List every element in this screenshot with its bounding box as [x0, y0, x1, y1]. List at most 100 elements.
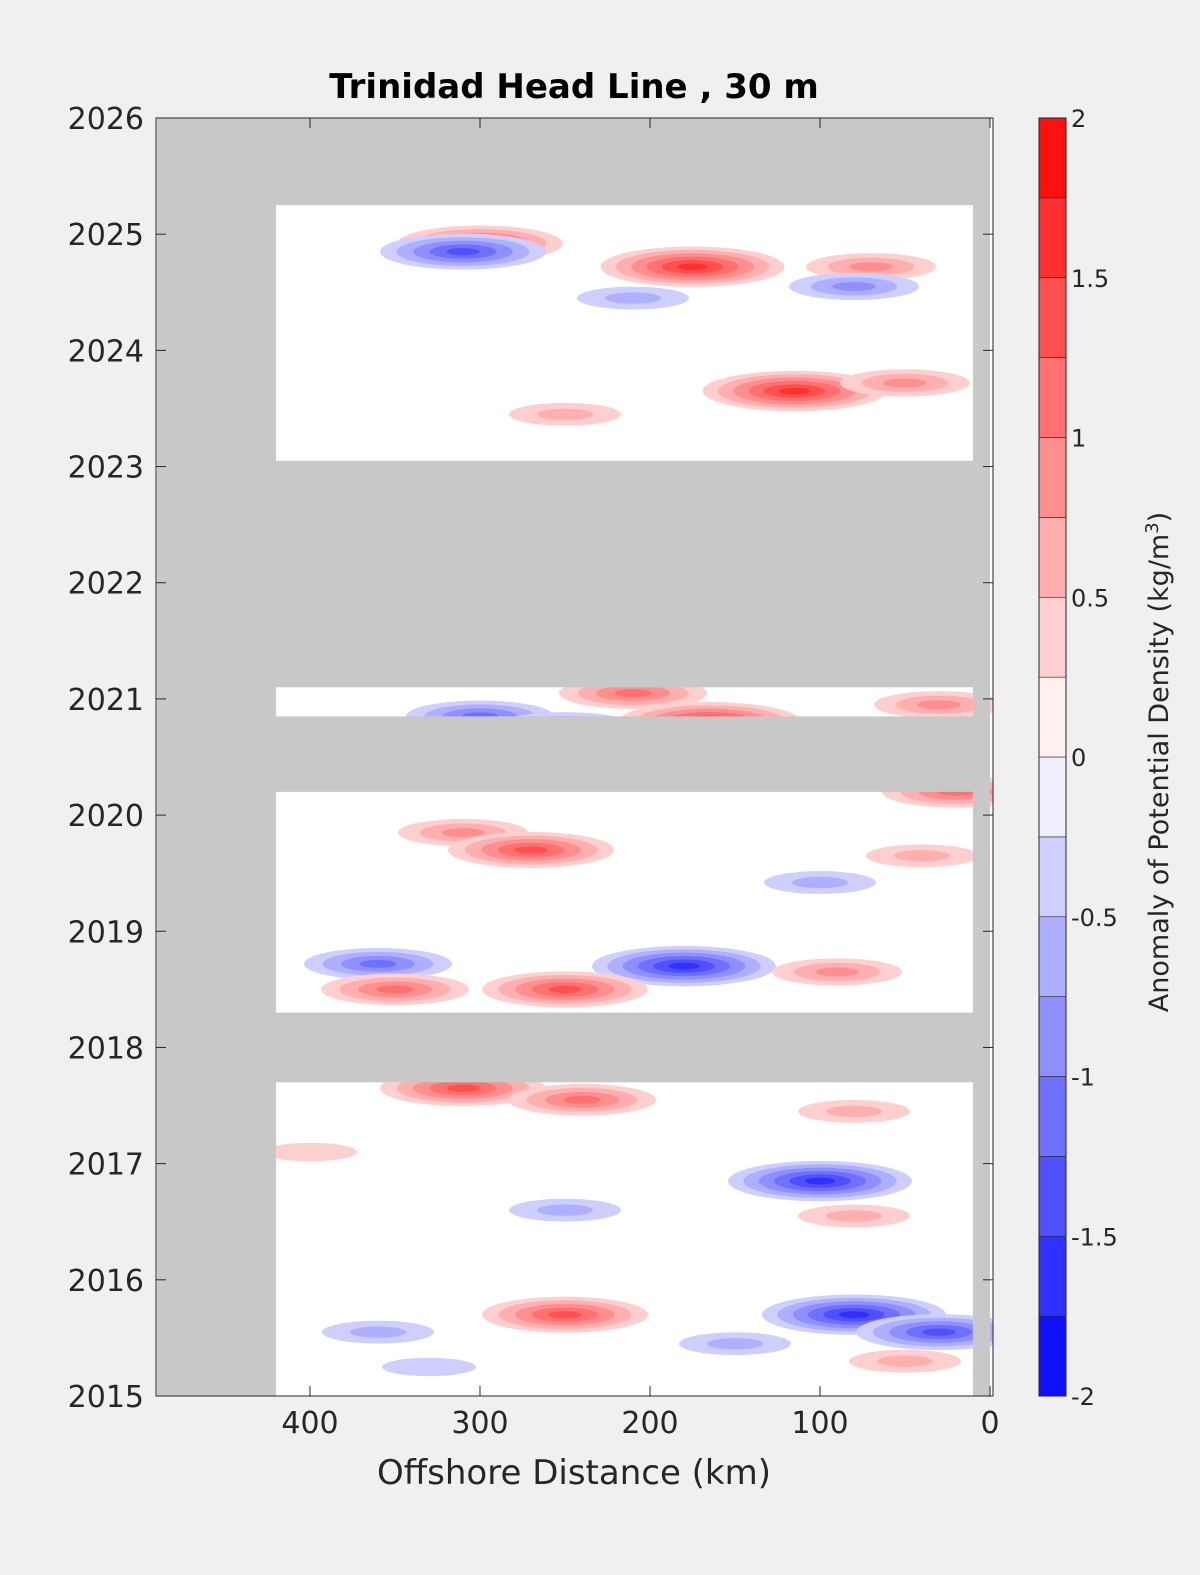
contour-feature: [856, 1314, 993, 1351]
colorbar-segment: [1038, 1076, 1067, 1157]
contour-level: [894, 850, 950, 862]
contour-level: [563, 1095, 601, 1104]
plot-frame: [155, 117, 994, 1397]
contour-feature: [382, 1357, 476, 1377]
contour-level: [359, 959, 397, 968]
no-data-band: [157, 118, 990, 206]
colorbar-segment: [1038, 756, 1067, 838]
y-tick-label: 2025: [68, 218, 144, 253]
contour-feature: [874, 691, 993, 719]
colorbar-segment: [1038, 996, 1067, 1077]
colorbar-tick-label: 0.5: [1071, 584, 1109, 612]
colorbar-tick-label: 2: [1071, 105, 1086, 133]
contour-level: [350, 1326, 406, 1338]
colorbar-label: Anomaly of Potential Density (kg/m3): [1142, 512, 1176, 1012]
contour-feature: [322, 1320, 434, 1344]
contour-feature: [772, 958, 902, 986]
contour-layer: [263, 225, 993, 1377]
contour-level: [605, 292, 661, 304]
contour-feature: [263, 1142, 357, 1162]
contour-level: [779, 387, 810, 395]
x-tick-label: 400: [281, 1406, 338, 1441]
contour-feature: [304, 948, 452, 980]
x-tick-label: 0: [980, 1406, 999, 1441]
colorbar: -2 -1.5 -1 -0.5 0 0.5 1 1.5 2: [1038, 105, 1118, 1411]
contour-feature: [789, 272, 919, 301]
contour-level: [441, 828, 485, 838]
contour-feature: [509, 402, 621, 426]
contour-level: [707, 1338, 763, 1350]
contour-feature: [798, 1204, 910, 1228]
contour-level: [815, 967, 859, 977]
no-data-band: [157, 716, 990, 792]
contour-level: [263, 1142, 357, 1162]
contour-level: [849, 262, 893, 272]
contour-feature: [321, 973, 469, 1006]
colorbar-label-end: ): [1144, 512, 1175, 523]
contour-level: [537, 408, 593, 420]
colorbar-segment: [1038, 676, 1067, 758]
y-axis: 2015 2016 2017 2018 2019 2020 2021 2022 2023 2024…: [68, 102, 993, 1415]
contour-level: [838, 1311, 870, 1319]
y-tick-label: 2022: [68, 567, 144, 602]
plot-area: [155, 117, 994, 1397]
colorbar-segment: [1038, 437, 1067, 518]
colorbar-segment: [1038, 1315, 1067, 1397]
colorbar-frame: [1038, 117, 1067, 1397]
contour-level: [614, 689, 652, 698]
colorbar-segment: [1038, 117, 1067, 199]
contour-feature: [509, 1198, 621, 1222]
contour-feature: [380, 233, 546, 270]
x-axis-label: Offshore Distance (km): [377, 1453, 771, 1493]
contour-level: [677, 263, 708, 271]
colorbar-segment: [1038, 596, 1067, 678]
contour-feature: [600, 246, 785, 287]
no-data-layer: [157, 118, 990, 1396]
y-tick-label: 2015: [68, 1380, 144, 1415]
contour-feature: [840, 369, 970, 397]
colorbar-segment: [1038, 916, 1067, 997]
colorbar-segment: [1038, 1235, 1067, 1317]
contour-level: [376, 985, 414, 994]
x-tick-label: 300: [451, 1406, 508, 1441]
contour-level: [922, 1328, 956, 1336]
contour-feature: [592, 945, 776, 987]
colorbar-segment: [1038, 197, 1067, 279]
y-tick-label: 2019: [68, 915, 144, 950]
contour-feature: [508, 1083, 656, 1116]
colorbar-segment: [1038, 517, 1067, 598]
contour-feature: [679, 1332, 791, 1356]
contour-level: [826, 1105, 882, 1118]
contour-feature: [764, 871, 876, 894]
colorbar-segment: [1038, 1156, 1067, 1237]
colorbar-segment: [1038, 277, 1067, 358]
colorbar-label-sup: 3: [1142, 522, 1163, 533]
contour-level: [548, 985, 582, 993]
colorbar-tick-label: 0: [1071, 744, 1086, 772]
y-tick-label: 2017: [68, 1148, 144, 1183]
contour-level: [826, 1210, 882, 1222]
contour-level: [537, 1204, 593, 1216]
contour-feature: [482, 971, 648, 1008]
x-tick-label: 100: [791, 1406, 848, 1441]
contour-level: [792, 876, 848, 889]
contour-feature: [849, 1349, 961, 1373]
contour-level: [668, 962, 700, 970]
y-tick-label: 2021: [68, 683, 144, 718]
y-tick-label: 2026: [68, 102, 144, 137]
contour-feature: [866, 844, 978, 868]
contour-level: [382, 1357, 476, 1377]
no-data-band: [157, 118, 276, 1396]
contour-level: [446, 248, 480, 256]
contour-feature: [798, 1099, 910, 1123]
colorbar-tick-label: 1: [1071, 425, 1086, 453]
contour-feature: [577, 286, 689, 310]
colorbar-tick-label: 1.5: [1071, 265, 1109, 293]
colorbar-segment: [1038, 357, 1067, 438]
x-tick-label: 200: [621, 1406, 678, 1441]
contour-feature: [702, 370, 887, 412]
contour-level: [917, 700, 961, 710]
contour-feature: [482, 1296, 648, 1333]
contour-level: [877, 1355, 933, 1367]
